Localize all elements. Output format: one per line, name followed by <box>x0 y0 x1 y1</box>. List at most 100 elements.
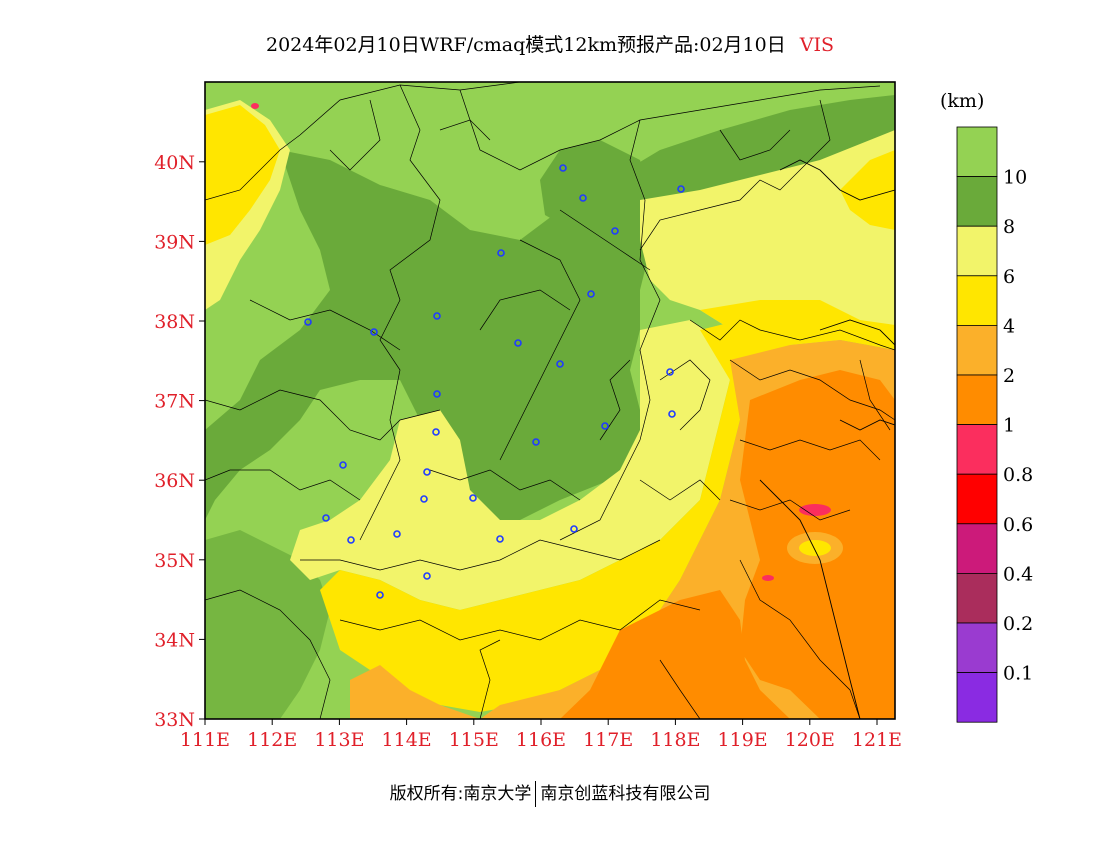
legend-swatch <box>956 374 998 425</box>
legend-swatch <box>956 225 998 277</box>
legend-swatch <box>956 176 998 227</box>
legend-label: 0.6 <box>1003 514 1033 536</box>
station-marker <box>420 495 428 503</box>
lat-tick-label: 37N <box>154 391 195 413</box>
visibility-legend: 10 8 6 4 2 1 0.8 0.6 0.4 0.2 0.1 <box>956 126 1033 723</box>
vis-4-6-island <box>799 540 831 556</box>
vis-6-8-zone-ne <box>640 130 895 345</box>
lon-tick-label: 111E <box>180 729 230 751</box>
legend-swatch <box>956 523 998 574</box>
latitude-axis: 33N 34N 35N 36N 37N 38N 39N 40N <box>154 152 205 731</box>
station-marker <box>514 339 522 347</box>
station-marker <box>423 572 431 580</box>
legend-swatch <box>956 126 998 177</box>
lat-tick-label: 34N <box>154 629 195 651</box>
footer-separator <box>535 781 537 807</box>
lon-tick-label: 117E <box>583 729 633 751</box>
lon-tick-label: 113E <box>314 729 364 751</box>
map-title: 2024年02月10日WRF/cmaq模式12km预报产品:02月10日 VIS <box>0 30 1100 57</box>
legend-label: 6 <box>1003 266 1015 288</box>
visibility-map: 111E 112E 113E 114E 115E 116E 117E 118E 119E 120E… <box>154 81 1033 751</box>
station-marker <box>587 290 595 298</box>
legend-swatch <box>956 622 998 673</box>
footer: 版权所有:南京大学 南京创蓝科技有限公司 <box>0 779 1100 807</box>
lat-tick-label: 36N <box>154 470 195 492</box>
lon-tick-label: 119E <box>718 729 768 751</box>
legend-swatch <box>956 324 998 376</box>
legend-label: 0.4 <box>1003 563 1033 585</box>
lon-tick-label: 120E <box>785 729 835 751</box>
vis-lt1-spot <box>799 504 831 516</box>
legend-unit: (km) <box>940 90 985 112</box>
vis-4-6-zone-south <box>320 320 790 712</box>
vis-4-6-zone-east <box>700 300 895 350</box>
station-marker <box>370 328 378 336</box>
legend-label: 2 <box>1003 365 1015 387</box>
lat-tick-label: 38N <box>154 311 195 333</box>
station-markers <box>304 164 685 599</box>
station-marker <box>433 312 441 320</box>
vis-4-6-zone-nw <box>205 105 280 245</box>
title-text: 2024年02月10日WRF/cmaq模式12km预报产品:02月10日 <box>266 34 786 56</box>
station-marker <box>601 422 609 430</box>
vis-2-4-zone-sw <box>350 665 480 719</box>
legend-swatch <box>956 573 998 624</box>
legend-swatch <box>956 275 998 326</box>
lon-tick-label: 112E <box>247 729 297 751</box>
legend-label: 10 <box>1003 167 1027 189</box>
station-marker <box>611 227 619 235</box>
lat-tick-label: 40N <box>154 152 195 174</box>
vis-lt1-spot-small <box>762 575 774 581</box>
station-marker <box>496 535 504 543</box>
legend-label: 0.8 <box>1003 464 1033 486</box>
legend-swatch <box>956 424 998 475</box>
legend-swatch <box>956 672 998 723</box>
company-text: 南京创蓝科技有限公司 <box>540 784 711 804</box>
vis-6-8-zone-central <box>290 320 730 610</box>
vis-lt1-spot-nw <box>251 103 259 109</box>
legend-label: 8 <box>1003 216 1015 238</box>
legend-label: 0.1 <box>1003 663 1033 685</box>
admin-boundaries <box>205 82 895 719</box>
vis-1-2-zone-south <box>560 590 790 719</box>
station-marker <box>668 410 676 418</box>
station-marker <box>347 536 355 544</box>
station-marker <box>666 368 674 376</box>
visibility-field <box>205 82 895 719</box>
station-marker <box>532 438 540 446</box>
legend-swatch <box>956 473 998 525</box>
station-marker <box>393 530 401 538</box>
title-variable: VIS <box>799 34 834 56</box>
station-marker <box>559 164 567 172</box>
vis-8-10-zone-west <box>205 530 330 719</box>
station-marker <box>339 461 347 469</box>
lon-tick-label: 118E <box>650 729 700 751</box>
copyright-text: 版权所有:南京大学 <box>389 784 532 804</box>
station-marker <box>423 468 431 476</box>
legend-label: 0.2 <box>1003 613 1033 635</box>
station-marker <box>469 494 477 502</box>
station-marker <box>570 525 578 533</box>
station-marker <box>376 591 384 599</box>
station-marker <box>322 514 330 522</box>
lon-tick-label: 116E <box>516 729 566 751</box>
lon-tick-label: 114E <box>382 729 432 751</box>
legend-label: 1 <box>1003 415 1015 437</box>
lat-tick-label: 33N <box>154 709 195 731</box>
station-marker <box>432 428 440 436</box>
lon-tick-label: 121E <box>852 729 902 751</box>
station-marker <box>304 318 312 326</box>
legend-label: 4 <box>1003 315 1015 337</box>
vis-8-10-zone-north <box>540 140 650 235</box>
coastline <box>759 159 895 719</box>
station-marker <box>579 194 587 202</box>
lon-tick-label: 115E <box>449 729 499 751</box>
lat-tick-label: 35N <box>154 550 195 572</box>
station-marker <box>433 390 441 398</box>
station-marker <box>677 185 685 193</box>
station-marker <box>497 249 505 257</box>
vis-4-6-zone-ne <box>840 150 895 230</box>
station-marker <box>556 360 564 368</box>
lat-tick-label: 39N <box>154 231 195 253</box>
longitude-axis: 111E 112E 113E 114E 115E 116E 117E 118E 119E 120E… <box>180 719 902 751</box>
